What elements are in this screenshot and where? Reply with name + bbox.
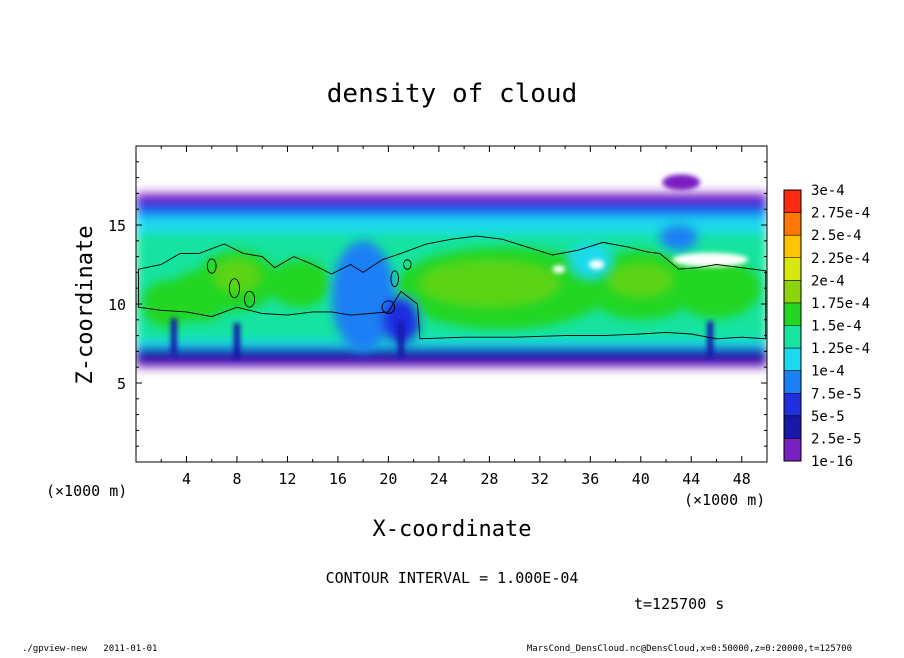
footer-right: MarsCond_DensCloud.nc@DensCloud,x=0:5000…	[527, 644, 852, 654]
colorbar-label: 2.5e-5	[811, 431, 862, 447]
field-detached-cloud	[662, 174, 701, 191]
x-tick-label: 8	[232, 470, 241, 488]
field-core-max	[419, 261, 559, 306]
contour-island	[381, 300, 396, 314]
colorbar-swatch	[784, 235, 801, 258]
colorbar-label: 1e-16	[811, 454, 853, 470]
x-axis-label: X-coordinate	[373, 517, 532, 542]
y-axis-ticks: 5 10 15	[108, 161, 767, 447]
colorbar: 1e-16 2.5e-5 5e-5 7.5e-5 1e-4 1.25e-4 1.5e-4 1.…	[783, 183, 870, 470]
cloud-density-field	[136, 174, 767, 368]
colorbar-label: 2e-4	[811, 273, 845, 289]
x-tick-label: 24	[430, 470, 448, 488]
field-disturbance	[659, 225, 698, 251]
y-unit-label: (×1000 m)	[46, 482, 127, 500]
contour-island	[390, 270, 399, 288]
x-tick-label: 48	[733, 470, 751, 488]
x-axis-ticks: 4 8 12 16 20 24 28 32 36 40 44 48	[160, 146, 751, 488]
x-tick-label: 12	[278, 470, 296, 488]
field-streak	[707, 321, 714, 358]
contour-lines	[138, 235, 767, 340]
colorbar-label: 1.5e-4	[811, 319, 862, 335]
y-tick-label: 15	[108, 217, 126, 235]
field-streak	[398, 321, 405, 358]
colorbar-label: 2.5e-4	[811, 228, 862, 244]
x-tick-label: 36	[581, 470, 599, 488]
y-axis-label: Z-coordinate	[73, 226, 98, 385]
x-tick-label: 16	[329, 470, 347, 488]
field-core-max	[609, 264, 673, 297]
field-band-bottom	[136, 348, 767, 363]
time-label: t=125700 s	[634, 595, 724, 613]
colorbar-swatch	[784, 302, 801, 326]
colorbar-swatch	[784, 393, 801, 416]
field-disturbance	[570, 242, 611, 278]
x-tick-label: 32	[531, 470, 549, 488]
colorbar-swatch	[784, 348, 801, 371]
colorbar-swatch	[784, 325, 801, 349]
contour-1e-4	[138, 235, 767, 340]
field-gap	[552, 265, 566, 274]
contour-island	[206, 258, 217, 274]
colorbar-label: 3e-4	[811, 183, 845, 199]
colorbar-swatch	[784, 370, 801, 394]
colorbar-label: 2.75e-4	[811, 206, 870, 222]
colorbar-swatch	[784, 212, 801, 236]
field-disturbance	[331, 240, 395, 352]
field-gap	[589, 259, 605, 270]
y-tick-label: 10	[108, 296, 126, 314]
colorbar-label: 7.5e-5	[811, 386, 862, 402]
field-core-blob	[268, 259, 332, 308]
contour-island	[228, 278, 240, 299]
field-gap	[672, 252, 749, 267]
contour-interval: CONTOUR INTERVAL = 1.000E-04	[326, 569, 579, 587]
colorbar-label: 2.25e-4	[811, 251, 870, 267]
colorbar-swatch	[784, 438, 801, 461]
footer-left: ./gpview-new 2011-01-01	[22, 644, 157, 654]
field-core-blob	[142, 280, 193, 328]
field-core-max	[214, 259, 260, 292]
colorbar-swatch	[784, 280, 801, 303]
field-core-blob	[672, 258, 761, 319]
x-tick-label: 40	[632, 470, 650, 488]
colorbar-swatch	[784, 415, 801, 439]
colorbar-swatch	[784, 190, 801, 213]
field-streak	[170, 318, 177, 355]
contour-island	[244, 290, 256, 308]
x-tick-label: 4	[182, 470, 191, 488]
field-disturbance	[382, 296, 420, 344]
field-streak	[233, 322, 240, 360]
colorbar-swatch	[784, 257, 801, 281]
x-tick-label: 20	[379, 470, 397, 488]
y-tick-label: 5	[117, 375, 126, 393]
colorbar-label: 1.75e-4	[811, 296, 870, 312]
field-details	[170, 174, 749, 360]
contour-island	[403, 259, 412, 270]
colorbar-label: 1.25e-4	[811, 341, 870, 357]
colorbar-label: 5e-5	[811, 409, 845, 425]
x-unit-label: (×1000 m)	[684, 491, 765, 509]
x-tick-label: 44	[682, 470, 700, 488]
colorbar-label: 1e-4	[811, 364, 845, 380]
x-tick-label: 28	[480, 470, 498, 488]
chart-title: density of cloud	[327, 79, 577, 109]
